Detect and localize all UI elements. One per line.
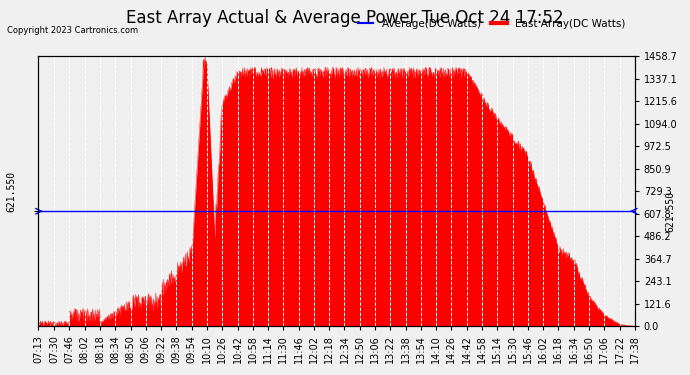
Text: East Array Actual & Average Power Tue Oct 24 17:52: East Array Actual & Average Power Tue Oc…	[126, 9, 564, 27]
Text: 621.550: 621.550	[666, 190, 676, 232]
Legend: Average(DC Watts), East Array(DC Watts): Average(DC Watts), East Array(DC Watts)	[353, 15, 629, 33]
Text: Copyright 2023 Cartronics.com: Copyright 2023 Cartronics.com	[7, 26, 138, 35]
Text: 621.550: 621.550	[6, 171, 16, 212]
